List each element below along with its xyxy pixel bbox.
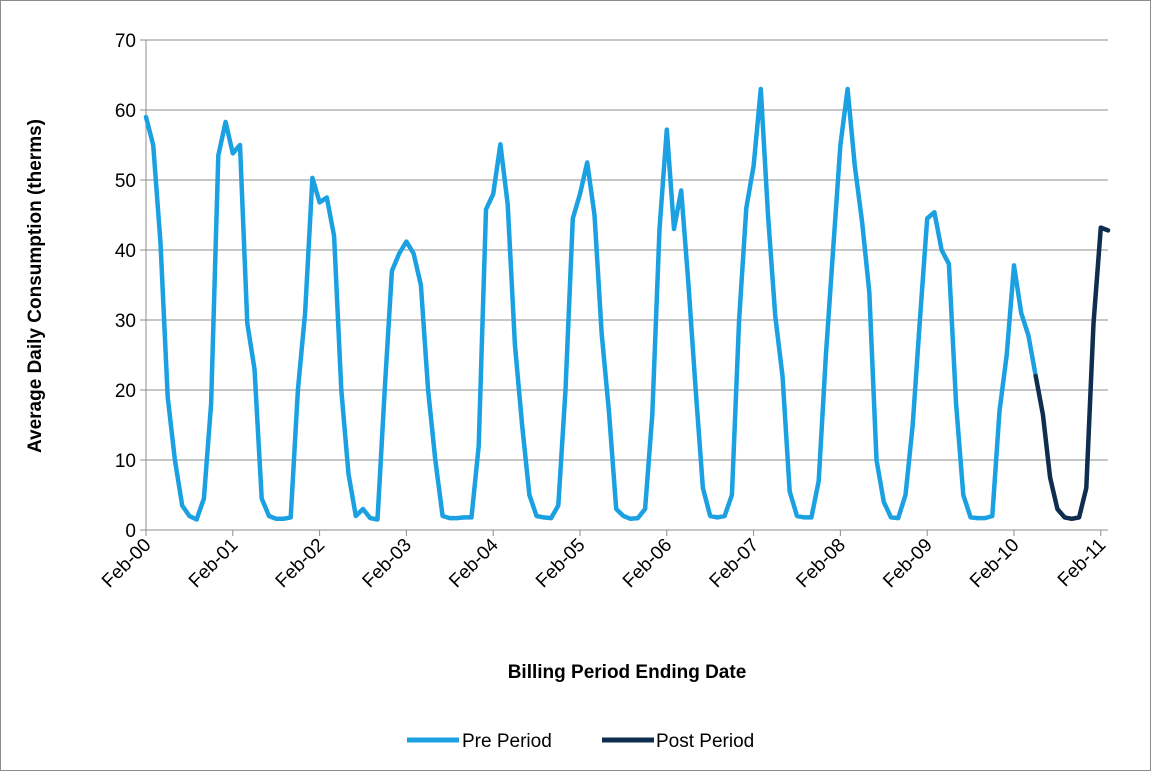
x-tick-label: Feb-06 bbox=[619, 535, 676, 592]
x-tick-label: Feb-09 bbox=[879, 535, 936, 592]
y-tick-label: 0 bbox=[125, 521, 136, 542]
x-tick-label: Feb-08 bbox=[792, 535, 849, 592]
y-tick-label: 70 bbox=[115, 31, 136, 52]
x-tick-label: Feb-02 bbox=[272, 535, 329, 592]
x-tick-label: Feb-01 bbox=[185, 535, 242, 592]
y-tick-label: 20 bbox=[115, 381, 136, 402]
y-axis-title: Average Daily Consumption (therms) bbox=[25, 119, 46, 453]
series-lines bbox=[143, 86, 1111, 522]
gridlines bbox=[140, 39, 1108, 531]
legend-label-pre-period: Pre Period bbox=[462, 731, 552, 752]
x-tick-labels: Feb-00 Feb-01 Feb-02 Feb-03 Feb-04 Feb-05 Feb-… bbox=[98, 534, 1110, 592]
x-tick-label: Feb-07 bbox=[706, 535, 763, 592]
y-tick-label: 50 bbox=[115, 171, 136, 192]
x-tick-label: Feb-03 bbox=[359, 535, 416, 592]
y-tick-label: 30 bbox=[115, 311, 136, 332]
x-tick-label: Feb-04 bbox=[445, 534, 503, 592]
x-tick-label: Feb-11 bbox=[1054, 535, 1110, 591]
x-axis-title: Billing Period Ending Date bbox=[508, 662, 747, 683]
series-line-post-period bbox=[1033, 225, 1111, 522]
x-tick-label: Feb-00 bbox=[98, 535, 155, 592]
x-tick-label: Feb-10 bbox=[966, 535, 1023, 592]
legend: Pre Period Post Period bbox=[407, 731, 754, 752]
y-tick-label: 40 bbox=[115, 241, 136, 262]
legend-label-post-period: Post Period bbox=[656, 731, 754, 752]
y-tick-labels: 0 10 20 30 40 50 60 70 bbox=[115, 31, 136, 542]
x-tick-label: Feb-05 bbox=[532, 535, 589, 592]
y-tick-label: 10 bbox=[115, 451, 136, 472]
y-tick-label: 60 bbox=[115, 101, 136, 122]
axes bbox=[145, 40, 1108, 536]
series-line-pre-period bbox=[143, 86, 1038, 522]
